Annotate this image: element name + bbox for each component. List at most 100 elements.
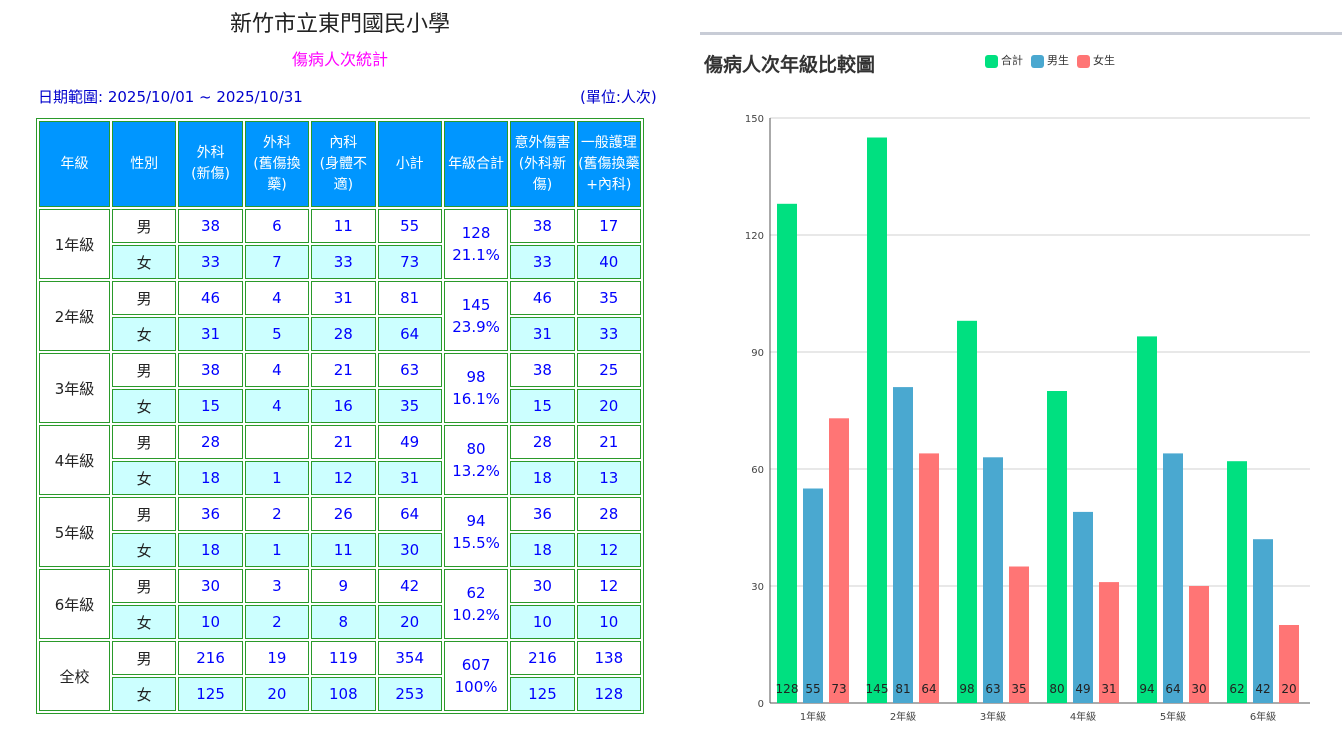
table-cell: 98 16.1% (443, 353, 509, 423)
table-cell: 125 (510, 677, 575, 711)
bar (1227, 461, 1247, 703)
column-header: 意外傷害 (外科新傷) (510, 121, 575, 207)
table-cell: 607 100% (443, 641, 509, 711)
data-label: 62 (1229, 682, 1244, 696)
table-cell: 4 (244, 281, 310, 315)
column-header: 年級合計 (443, 121, 509, 207)
table-cell: 11 (311, 209, 376, 243)
table-cell: 4年級 (39, 425, 110, 495)
table-cell: 男 (112, 425, 177, 459)
y-tick-label: 60 (751, 465, 764, 476)
data-label: 94 (1139, 682, 1154, 696)
table-cell: 35 (576, 281, 641, 315)
bar (957, 320, 977, 703)
table-cell: 6年級 (39, 569, 110, 639)
table-cell: 1 (244, 461, 310, 495)
table-row: 5年級男 36 2 26 64 94 15.5% 36 28 (39, 497, 641, 567)
table-cell: 女 (112, 245, 177, 279)
column-header: 外科 (舊傷換藥) (244, 121, 310, 207)
data-label: 63 (985, 682, 1000, 696)
table-cell: 1 (244, 533, 310, 567)
column-header: 年級 (39, 121, 110, 207)
table-cell: 36 (510, 497, 575, 531)
table-row: 全校男 216 19 119 354 607 100% 216 138 (39, 641, 641, 711)
table-cell: 25 (576, 353, 641, 387)
table-cell: 18 (510, 533, 575, 567)
table-cell: 女 (112, 389, 177, 423)
table-cell: 9 (311, 569, 376, 603)
table-cell: 62 10.2% (443, 569, 509, 639)
unit-label: (單位:人次) (580, 88, 657, 106)
table-cell: 35 (377, 389, 442, 423)
table-cell: 38 (178, 209, 243, 243)
table-cell: 2年級 (39, 281, 110, 351)
grade-total: 62 (466, 584, 486, 602)
table-cell: 1年級 (39, 209, 110, 279)
column-header: 外科 (新傷) (178, 121, 243, 207)
table-cell: 21 (311, 425, 376, 459)
table-cell: 36 (178, 497, 243, 531)
table-cell: 33 (178, 245, 243, 279)
table-cell: 6 (244, 209, 310, 243)
table-cell: 15 (178, 389, 243, 423)
x-tick-label: 1年級 (800, 710, 826, 723)
table-cell: 49 (377, 425, 442, 459)
table-cell: 女 (112, 677, 177, 711)
bar (867, 137, 887, 703)
table-cell: 3 (244, 569, 310, 603)
data-label: 55 (805, 682, 820, 696)
grade-percent: 23.9% (452, 318, 500, 336)
column-header: 一般護理 (舊傷換藥 +內科) (576, 121, 641, 207)
table-cell: 108 (311, 677, 376, 711)
table-cell (244, 425, 310, 459)
table-cell: 28 (576, 497, 641, 531)
bar (1099, 582, 1119, 703)
table-cell: 12 (576, 569, 641, 603)
table-cell: 28 (178, 425, 243, 459)
grade-total: 80 (466, 440, 486, 458)
bar (1253, 539, 1273, 703)
table-cell: 男 (112, 209, 177, 243)
legend-item[interactable]: 女生 (1077, 52, 1115, 68)
legend-swatch (1077, 54, 1090, 68)
table-row: 6年級男 30 3 9 42 62 10.2% 30 12 (39, 569, 641, 639)
grade-percent: 100% (454, 678, 498, 696)
table-cell: 21 (576, 425, 641, 459)
data-label: 30 (1191, 682, 1206, 696)
table-cell: 26 (311, 497, 376, 531)
table-row: 女 18 1 11 30 18 12 (39, 533, 641, 567)
y-tick-label: 0 (758, 699, 764, 710)
divider (700, 32, 1342, 35)
table-cell: 7 (244, 245, 310, 279)
grade-percent: 16.1% (452, 390, 500, 408)
legend-item[interactable]: 男生 (1031, 52, 1069, 68)
table-cell: 38 (510, 353, 575, 387)
table-cell: 15 (510, 389, 575, 423)
table-cell: 73 (377, 245, 442, 279)
table-cell: 3年級 (39, 353, 110, 423)
table-cell: 20 (576, 389, 641, 423)
data-label: 49 (1075, 682, 1090, 696)
table-cell: 55 (377, 209, 442, 243)
table-cell: 11 (311, 533, 376, 567)
table-cell: 19 (244, 641, 310, 675)
data-label: 145 (866, 682, 889, 696)
grade-percent: 21.1% (452, 246, 500, 264)
table-cell: 男 (112, 569, 177, 603)
table-cell: 216 (510, 641, 575, 675)
legend-label: 男生 (1047, 54, 1069, 67)
date-range: 日期範圍: 2025/10/01 ~ 2025/10/31 (38, 88, 303, 106)
table-row: 女 10 2 8 20 10 10 (39, 605, 641, 639)
table-cell: 5 (244, 317, 310, 351)
legend-item[interactable]: 合計 (985, 52, 1023, 68)
bar (983, 457, 1003, 703)
table-cell: 16 (311, 389, 376, 423)
table-cell: 64 (377, 317, 442, 351)
table-cell: 31 (377, 461, 442, 495)
data-label: 64 (1165, 682, 1180, 696)
column-header: 小計 (377, 121, 442, 207)
x-tick-label: 3年級 (980, 710, 1006, 723)
bar (803, 488, 823, 703)
data-label: 31 (1101, 682, 1116, 696)
table-cell: 46 (178, 281, 243, 315)
